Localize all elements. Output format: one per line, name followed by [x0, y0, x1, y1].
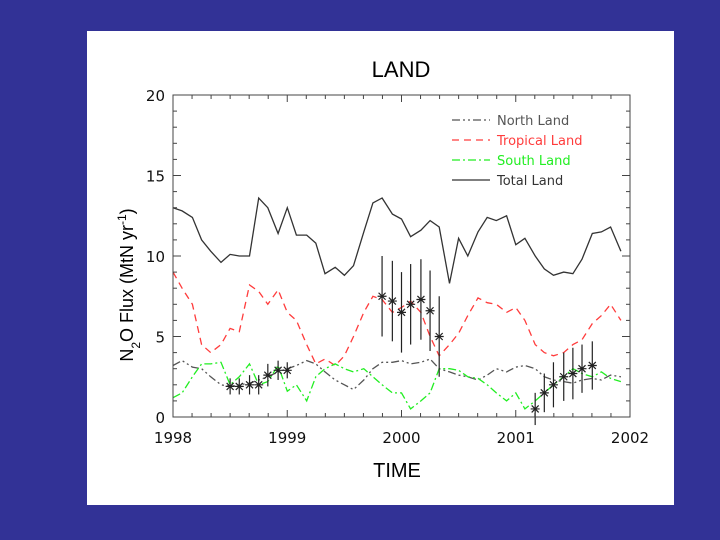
- series-tropical-land: [172, 271, 622, 367]
- error-bar-marker: [577, 364, 587, 373]
- legend-label: South Land: [497, 154, 571, 169]
- error-bar-marker: [568, 369, 578, 378]
- chart-title: LAND: [372, 57, 431, 82]
- error-bar-marker: [416, 295, 426, 304]
- legend-label: North Land: [497, 114, 569, 129]
- error-bar-marker: [559, 372, 569, 381]
- x-tick-label: 2001: [497, 429, 535, 447]
- y-tick-label: 0: [155, 409, 165, 427]
- y-axis-label: N2O Flux (MtN yr-1): [115, 208, 143, 361]
- error-bar-marker: [425, 306, 435, 315]
- axis-ticks: 1998 1999 2000 2001 2002 0 5 10 15 20: [146, 87, 649, 447]
- error-bar-marker: [273, 366, 283, 375]
- error-bar-marker: [530, 405, 540, 413]
- error-bar-marker: [254, 380, 264, 389]
- x-axis-label: TIME: [373, 460, 421, 482]
- error-bars: [225, 256, 597, 426]
- y-tick-label: 5: [155, 329, 165, 347]
- legend: North Land Tropical Land South Land Total L…: [452, 114, 582, 189]
- error-bar-marker: [377, 292, 387, 301]
- x-tick-label: 1999: [268, 429, 306, 447]
- error-bar-marker: [263, 371, 273, 380]
- chart-panel: LAND TIME N2O Flux (MtN yr-1) 1998 1999 20…: [87, 31, 674, 505]
- error-bar-marker: [245, 380, 255, 389]
- error-bar-marker: [587, 361, 597, 370]
- error-bar-marker: [387, 297, 397, 306]
- error-bar-marker: [539, 388, 549, 397]
- x-tick-label: 2000: [382, 429, 420, 447]
- error-bar-marker: [397, 308, 406, 317]
- y-tick-label: 15: [146, 168, 165, 186]
- error-bar-marker: [434, 332, 444, 341]
- legend-label: Tropical Land: [496, 134, 582, 149]
- error-bar-marker: [234, 382, 244, 391]
- y-tick-label: 20: [146, 87, 165, 105]
- series-south-land: [172, 361, 622, 410]
- x-tick-label: 2002: [611, 429, 649, 447]
- legend-label: Total Land: [496, 174, 563, 189]
- x-tick-label: 1998: [154, 429, 192, 447]
- error-bar-marker: [225, 382, 235, 391]
- y-tick-label: 10: [146, 248, 165, 266]
- error-bar-marker: [406, 300, 416, 309]
- chart: LAND TIME N2O Flux (MtN yr-1) 1998 1999 20…: [115, 57, 649, 482]
- series-total-land: [172, 196, 622, 284]
- error-bar-marker: [548, 380, 558, 389]
- error-bar-marker: [282, 366, 292, 375]
